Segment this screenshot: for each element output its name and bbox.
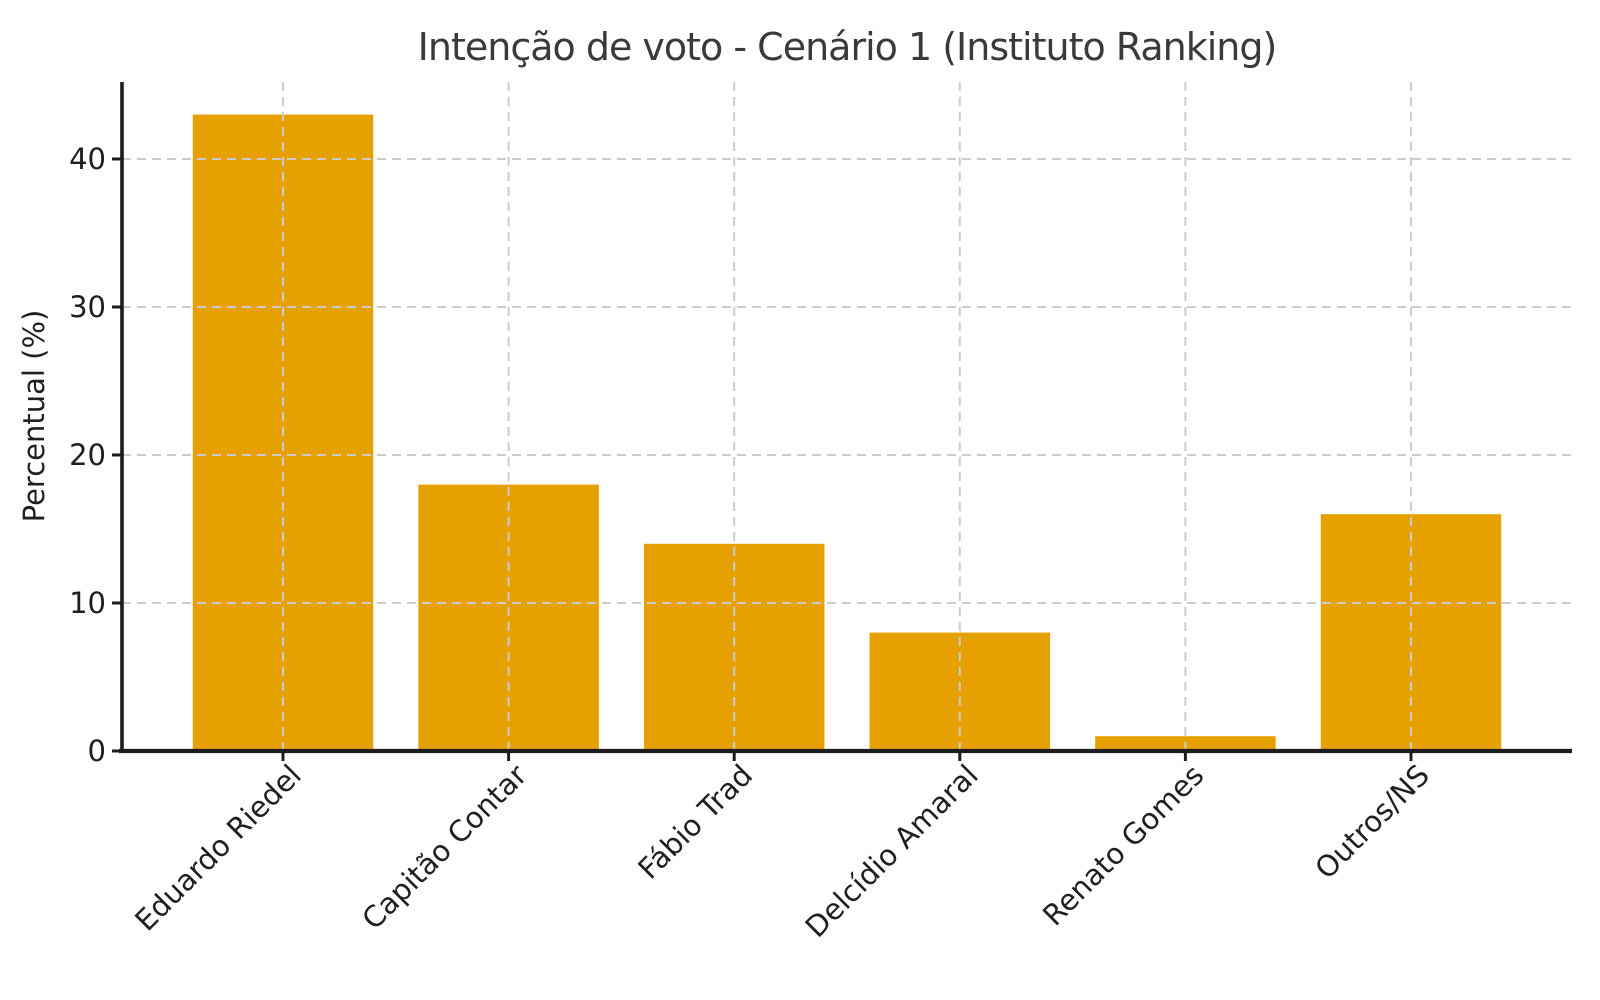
y-tick-label: 30 — [69, 290, 106, 324]
y-axis-label: Percentual (%) — [17, 310, 51, 523]
x-tick-label: Fábio Trad — [631, 758, 759, 886]
grid-layer — [122, 82, 1572, 751]
axes-layer — [112, 82, 1572, 761]
y-tick-label: 0 — [88, 734, 106, 768]
chart-title: Intenção de voto - Cenário 1 (Instituto … — [418, 25, 1277, 69]
y-tick-label: 10 — [69, 586, 106, 620]
y-tick-label: 20 — [69, 438, 106, 472]
x-tick-label: Delcídio Amaral — [799, 758, 985, 944]
y-tick-label: 40 — [69, 142, 106, 176]
bar — [418, 484, 599, 751]
x-tick-label: Capitão Contar — [355, 758, 533, 936]
bars-layer — [192, 114, 1502, 751]
x-tick-label: Eduardo Riedel — [128, 758, 308, 938]
x-tick-label: Renato Gomes — [1036, 758, 1210, 932]
x-tick-label: Outros/NS — [1308, 758, 1436, 886]
